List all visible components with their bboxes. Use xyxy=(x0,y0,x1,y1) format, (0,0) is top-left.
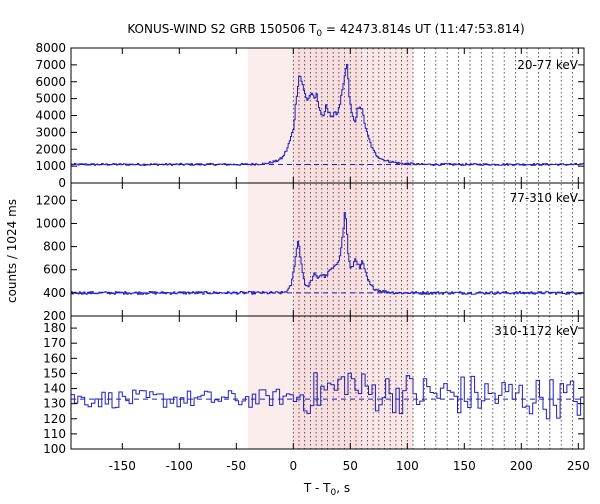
y-tick-label-p1-0: 0 xyxy=(58,176,66,190)
y-tick-label-p2-3: 800 xyxy=(43,240,66,254)
y-tick-label-p3-7: 170 xyxy=(43,336,66,350)
y-tick-label-p3-5: 150 xyxy=(43,366,66,380)
y-tick-label-p1-8: 8000 xyxy=(35,41,66,55)
background-level-lines xyxy=(71,163,584,400)
x-tick-label-8: 250 xyxy=(567,459,590,473)
chart-title-rest: = 42473.814s UT (11:47:53.814) xyxy=(322,22,525,36)
axis-ticks xyxy=(71,47,584,450)
y-tick-label-p1-3: 3000 xyxy=(35,125,66,139)
y-tick-label-p2-4: 1000 xyxy=(35,216,66,230)
y-tick-label-p3-1: 110 xyxy=(43,427,66,441)
x-tick-label-6: 150 xyxy=(453,459,476,473)
x-axis-label-main: T - T xyxy=(303,481,331,495)
y-tick-label-p3-8: 180 xyxy=(43,321,66,335)
panel-label-1: 20-77 keV xyxy=(517,58,579,72)
panel-frame-3 xyxy=(70,315,585,450)
y-tick-label-p3-3: 130 xyxy=(43,397,66,411)
x-axis-label: T - T0, s xyxy=(303,481,350,498)
y-tick-label-p2-1: 400 xyxy=(43,286,66,300)
chart-title-subscript: 0 xyxy=(316,29,322,39)
light-curve-panel-2 xyxy=(71,212,584,295)
x-axis-label-subscript: 0 xyxy=(331,488,337,498)
light-curve-series xyxy=(71,64,584,420)
shaded-region-3 xyxy=(361,48,413,449)
shaded-intervals xyxy=(247,48,413,449)
y-tick-label-p3-2: 120 xyxy=(43,412,66,426)
y-tick-label-p1-1: 1000 xyxy=(35,159,66,173)
y-tick-label-p1-6: 6000 xyxy=(35,75,66,89)
x-tick-label-7: 200 xyxy=(510,459,533,473)
light-curve-panel-3 xyxy=(71,372,584,420)
tick-labels: 0100020003000400050006000700080002004006… xyxy=(35,41,589,473)
light-curve-panel-1 xyxy=(71,64,584,166)
x-tick-label-4: 50 xyxy=(343,459,358,473)
interval-dotted-lines xyxy=(292,48,573,449)
y-tick-label-p3-6: 160 xyxy=(43,351,66,365)
x-tick-label-1: -100 xyxy=(166,459,193,473)
x-axis-label-rest: , s xyxy=(336,481,350,495)
y-tick-label-p2-0: 200 xyxy=(43,309,66,323)
panel-label-2: 77-310 keV xyxy=(510,191,579,205)
panel-label-3: 310-1172 keV xyxy=(494,324,578,338)
y-tick-label-p3-0: 100 xyxy=(43,442,66,456)
y-tick-label-p1-4: 4000 xyxy=(35,109,66,123)
x-tick-label-5: 100 xyxy=(396,459,419,473)
y-tick-label-p2-2: 600 xyxy=(43,263,66,277)
x-tick-label-3: 0 xyxy=(289,459,297,473)
y-tick-label-p1-2: 2000 xyxy=(35,142,66,156)
x-tick-label-2: -50 xyxy=(226,459,246,473)
y-tick-label-p2-5: 1200 xyxy=(35,193,66,207)
y-tick-label-p1-7: 7000 xyxy=(35,58,66,72)
chart-title: KONUS-WIND S2 GRB 150506 T0 = 42473.814s… xyxy=(127,22,524,39)
x-tick-label-0: -150 xyxy=(109,459,136,473)
shaded-region-1 xyxy=(247,48,294,449)
y-axis-label: counts / 1024 ms xyxy=(5,199,19,303)
y-tick-label-p3-4: 140 xyxy=(43,382,66,396)
chart-title-main: KONUS-WIND S2 GRB 150506 T xyxy=(127,22,317,36)
y-tick-label-p1-5: 5000 xyxy=(35,92,66,106)
